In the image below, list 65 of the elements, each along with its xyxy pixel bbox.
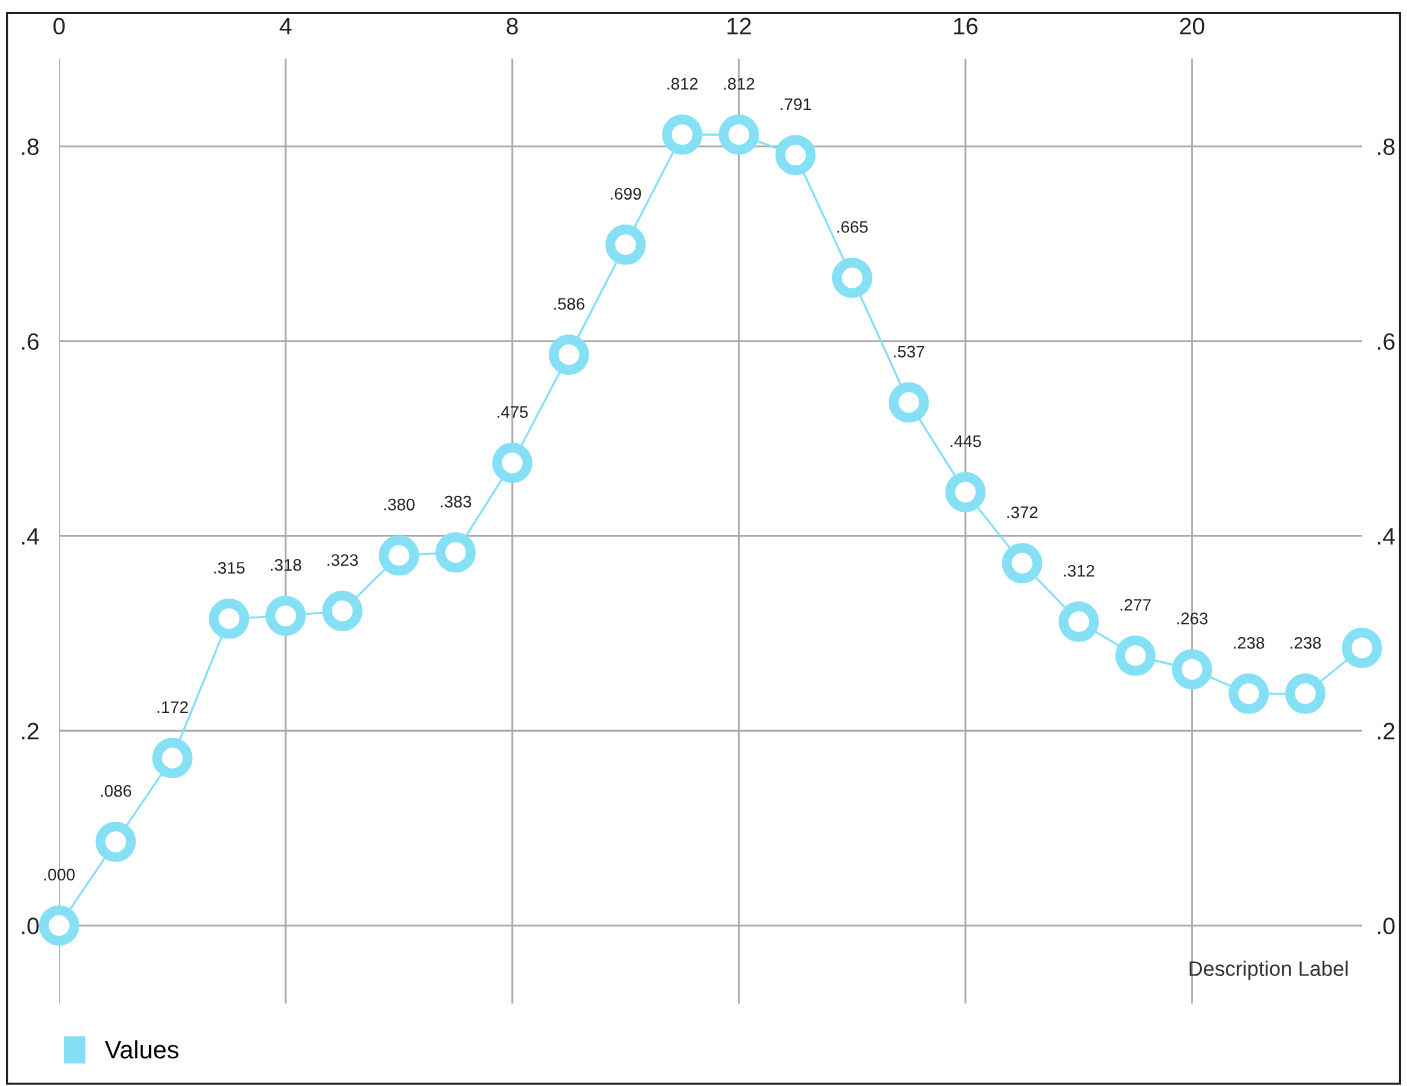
data-label: .263 xyxy=(1177,612,1208,625)
point xyxy=(152,737,193,779)
data-label: .323 xyxy=(327,554,358,566)
data-label: .238 xyxy=(1233,636,1265,649)
point xyxy=(1228,673,1269,714)
data-label: .537 xyxy=(894,345,925,358)
y2-tick-label: .8 xyxy=(1378,138,1395,156)
point xyxy=(265,595,306,636)
data-label: .791 xyxy=(780,98,811,111)
data-label: .812 xyxy=(724,77,755,90)
data-label: .445 xyxy=(950,435,981,448)
data-label: .318 xyxy=(270,559,302,571)
point xyxy=(1341,627,1383,669)
point xyxy=(888,382,929,423)
y-tick-label: .2 xyxy=(22,722,39,740)
point xyxy=(548,334,590,375)
data-label: .699 xyxy=(610,187,641,200)
point xyxy=(378,535,420,576)
data-label: .372 xyxy=(1007,506,1038,519)
x-tick-label: 16 xyxy=(954,17,978,35)
legend-label: Values xyxy=(104,1040,179,1059)
point xyxy=(832,257,873,298)
point xyxy=(95,821,136,862)
data-label: .312 xyxy=(1064,564,1095,577)
x-tick-label: 8 xyxy=(506,17,518,35)
data-label: .172 xyxy=(157,701,188,713)
y-tick-label: .4 xyxy=(22,528,39,545)
y2-tick-label: .0 xyxy=(1378,917,1395,935)
data-label: .238 xyxy=(1290,636,1321,649)
data-label: .475 xyxy=(497,406,528,418)
point xyxy=(662,114,703,155)
annotation: Description Label xyxy=(1189,960,1348,981)
data-label: .586 xyxy=(554,297,585,310)
y-tick-label: .0 xyxy=(22,917,39,935)
point xyxy=(322,590,363,632)
point xyxy=(1115,635,1156,676)
y2-tick-label: .4 xyxy=(1378,528,1395,545)
data-label: .086 xyxy=(101,785,132,797)
point xyxy=(775,134,816,176)
point xyxy=(208,598,250,639)
point xyxy=(492,442,533,484)
point xyxy=(1171,649,1213,690)
data-label: .383 xyxy=(440,495,472,508)
point xyxy=(1001,543,1043,584)
x-tick-label: 4 xyxy=(279,18,292,35)
data-label: .315 xyxy=(214,561,245,574)
point xyxy=(718,114,759,155)
data-label: .812 xyxy=(667,77,698,90)
point xyxy=(1285,673,1326,714)
point xyxy=(1058,601,1099,642)
y2-tick-label: .6 xyxy=(1378,333,1395,350)
x-tick-label: 12 xyxy=(727,17,751,35)
data-label: .277 xyxy=(1120,598,1151,611)
data-label: .380 xyxy=(384,498,415,511)
data-label: .000 xyxy=(44,868,75,881)
y2-tick-label: .2 xyxy=(1378,722,1395,740)
y-tick-label: .6 xyxy=(22,333,39,350)
point xyxy=(38,905,80,946)
x-tick-label: 20 xyxy=(1180,17,1205,35)
point xyxy=(605,224,646,265)
point xyxy=(435,532,476,573)
x-tick-label: 0 xyxy=(53,17,65,35)
data-label: .665 xyxy=(837,221,868,233)
y-tick-label: .8 xyxy=(22,138,39,156)
point xyxy=(945,471,986,513)
